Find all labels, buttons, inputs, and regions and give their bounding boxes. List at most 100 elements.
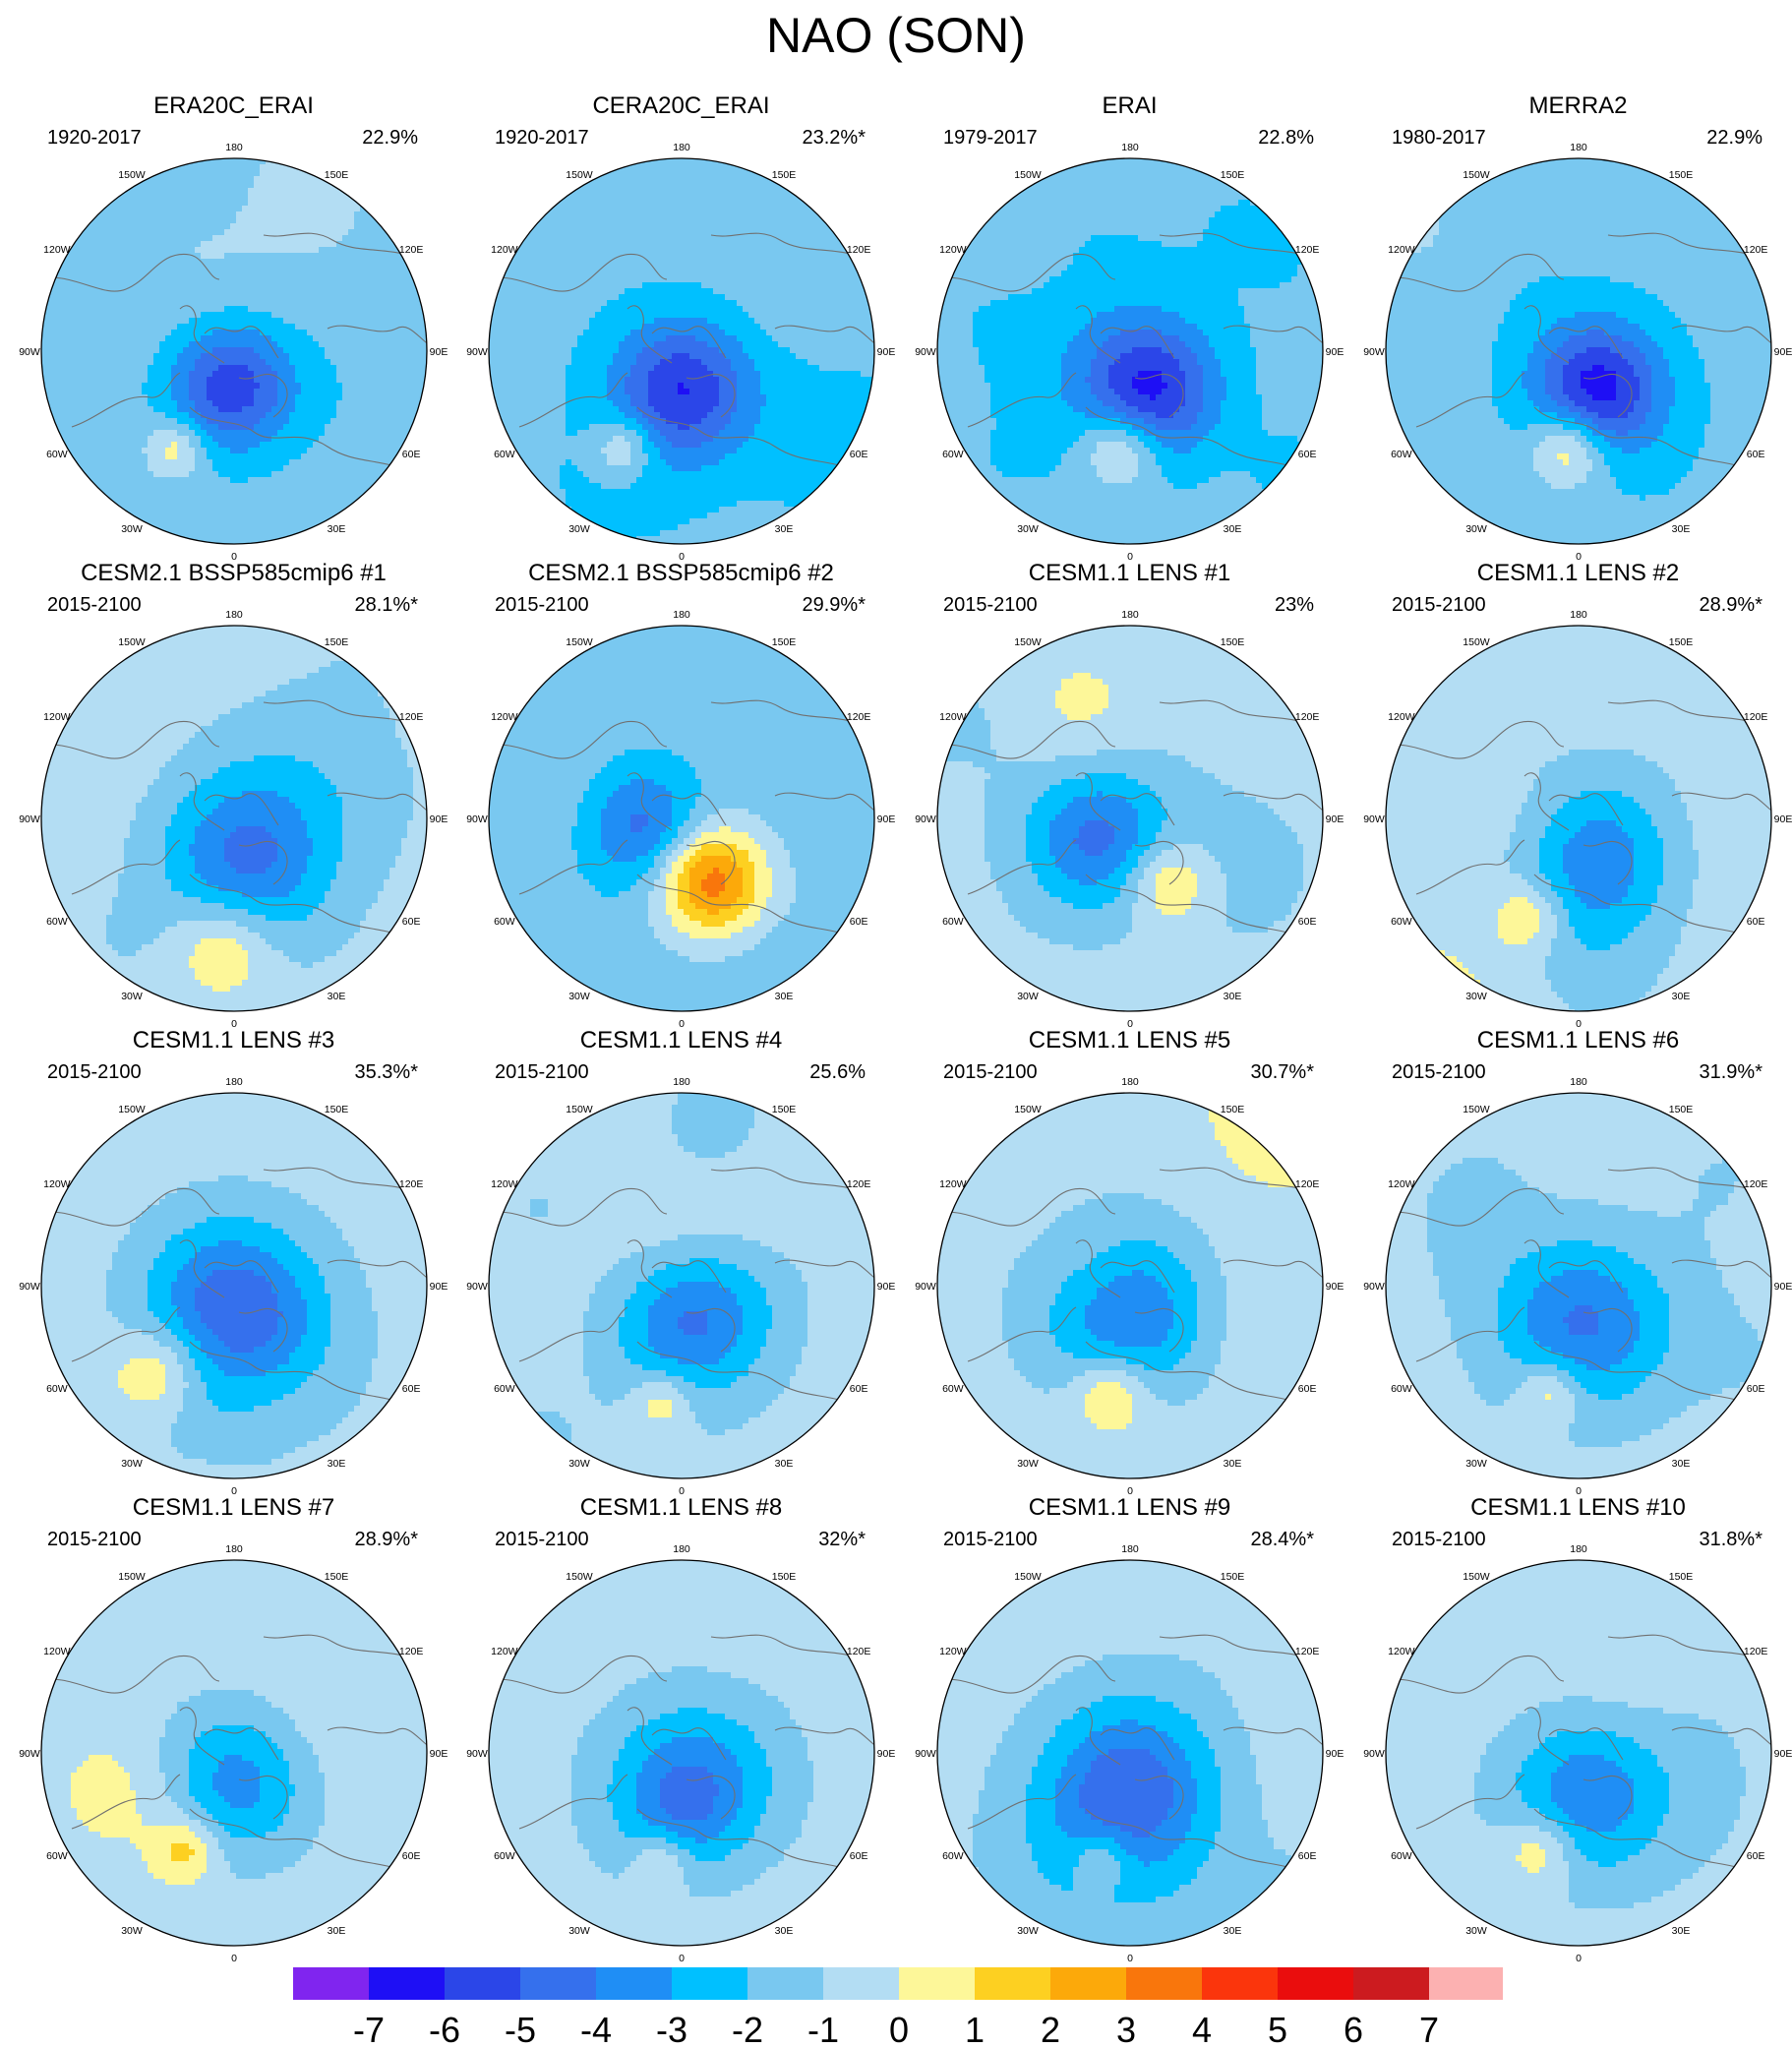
longitude-label: 60W <box>46 1850 68 1862</box>
polar-map: 180 150E 120E 90E 60E 30E 0 30W 60W 90W 120W 150W <box>19 609 448 1030</box>
longitude-label: 0 <box>1127 551 1133 563</box>
map-panel: CESM1.1 LENS #3 2015-2100 35.3%* 180 150E 120… <box>10 1027 457 1497</box>
colorbar-tick-label: -2 <box>732 2010 763 2048</box>
longitude-label: 30E <box>1224 1925 1242 1937</box>
longitude-label: 0 <box>231 551 237 563</box>
colorbar-bin <box>445 1967 520 2000</box>
longitude-label: 60E <box>1298 449 1317 460</box>
longitude-label: 0 <box>231 1953 237 1964</box>
longitude-label: 180 <box>1570 1076 1587 1088</box>
longitude-label: 90W <box>915 813 936 825</box>
map-boundary <box>40 1092 428 1479</box>
longitude-label: 0 <box>679 551 685 563</box>
longitude-label: 90W <box>1363 346 1385 358</box>
colorbar-bin <box>369 1967 445 2000</box>
polar-map: 180 150E 120E 90E 60E 30E 0 30W 60W 90W 120W 150W <box>915 609 1344 1030</box>
polar-map: 180 150E 120E 90E 60E 30E 0 30W 60W 90W 120W 150W <box>1363 142 1792 563</box>
longitude-label: 60E <box>850 449 868 460</box>
longitude-label: 30E <box>775 991 794 1002</box>
panel-title: CESM1.1 LENS #4 <box>457 1027 905 1054</box>
eof-field <box>41 1093 427 1478</box>
map-panel: CESM1.1 LENS #10 2015-2100 31.8%* 180 150E 12… <box>1354 1494 1792 1964</box>
eof-field <box>489 1093 874 1478</box>
longitude-label: 30W <box>121 523 143 535</box>
longitude-label: 30W <box>568 523 590 535</box>
longitude-label: 120W <box>939 1178 967 1190</box>
longitude-label: 90W <box>1363 1748 1385 1760</box>
longitude-label: 150W <box>1014 169 1042 181</box>
longitude-label: 90W <box>915 1281 936 1293</box>
longitude-label: 30W <box>1017 523 1039 535</box>
longitude-label: 150W <box>118 1571 146 1583</box>
longitude-label: 0 <box>1127 1018 1133 1030</box>
polar-map: 180 150E 120E 90E 60E 30E 0 30W 60W 90W 120W 150W <box>466 609 895 1030</box>
colorbar-tick-label: 7 <box>1419 2010 1439 2048</box>
colorbar-bin <box>1050 1967 1126 2000</box>
longitude-label: 30E <box>328 523 346 535</box>
longitude-label: 150W <box>566 169 593 181</box>
longitude-label: 150W <box>1463 1571 1490 1583</box>
coastlines <box>41 1634 427 1879</box>
panel-title: CESM1.1 LENS #7 <box>10 1494 457 1522</box>
panel-period: 2015-2100 <box>47 593 142 617</box>
longitude-label: 180 <box>225 1543 243 1555</box>
longitude-label: 60E <box>402 1850 421 1862</box>
longitude-label: 30E <box>328 1458 346 1470</box>
longitude-label: 150E <box>325 636 349 648</box>
panel-period: 1980-2017 <box>1392 126 1486 150</box>
longitude-label: 60E <box>1298 1383 1317 1395</box>
longitude-label: 0 <box>679 1485 685 1497</box>
panel-period: 2015-2100 <box>495 593 589 617</box>
longitude-label: 30W <box>1017 1458 1039 1470</box>
longitude-label: 180 <box>1570 609 1587 621</box>
longitude-label: 30W <box>1465 1925 1487 1937</box>
polar-map: 180 150E 120E 90E 60E 30E 0 30W 60W 90W 120W 150W <box>19 1543 448 1964</box>
colorbar-tick-label: 1 <box>965 2010 985 2048</box>
panel-explained-variance: 23.2%* <box>803 126 866 150</box>
longitude-label: 30E <box>1672 523 1691 535</box>
longitude-label: 0 <box>1127 1485 1133 1497</box>
longitude-label: 150W <box>1463 636 1490 648</box>
longitude-label: 180 <box>673 1076 690 1088</box>
polar-map: 180 150E 120E 90E 60E 30E 0 30W 60W 90W 120W 150W <box>1363 1543 1792 1964</box>
panel-period: 2015-2100 <box>943 593 1038 617</box>
panel-title: ERAI <box>906 92 1353 120</box>
panel-explained-variance: 28.4%* <box>1251 1528 1315 1551</box>
colorbar-tick-label: 3 <box>1116 2010 1136 2048</box>
longitude-label: 150W <box>566 1104 593 1115</box>
eof-field <box>1386 1093 1771 1478</box>
colorbar-bin <box>596 1967 672 2000</box>
map-panel: CESM1.1 LENS #7 2015-2100 28.9%* 180 150E 120… <box>10 1494 457 1964</box>
longitude-label: 30W <box>568 1925 590 1937</box>
longitude-label: 150E <box>772 636 797 648</box>
longitude-label: 150E <box>1221 1571 1245 1583</box>
colorbar-bin <box>1353 1967 1429 2000</box>
map-boundary <box>40 625 428 1012</box>
longitude-label: 150W <box>118 169 146 181</box>
map-boundary <box>1385 157 1772 545</box>
map-panel: CESM2.1 BSSP585cmip6 #2 2015-2100 29.9%* 18… <box>457 560 905 1030</box>
longitude-label: 90W <box>19 813 40 825</box>
longitude-label: 180 <box>673 609 690 621</box>
longitude-label: 30E <box>1672 1458 1691 1470</box>
longitude-label: 60E <box>1747 1850 1765 1862</box>
longitude-label: 150W <box>1463 169 1490 181</box>
longitude-label: 120W <box>43 244 71 256</box>
longitude-label: 0 <box>1576 551 1582 563</box>
panel-title: CESM1.1 LENS #10 <box>1354 1494 1792 1522</box>
longitude-label: 150E <box>1669 636 1694 648</box>
map-panel: MERRA2 1980-2017 22.9% 180 150E 120E 90E 60E 30E… <box>1354 92 1792 563</box>
coastlines <box>489 232 874 477</box>
coastlines <box>489 1634 874 1879</box>
longitude-label: 180 <box>1121 142 1139 153</box>
colorbar-bin <box>823 1967 899 2000</box>
longitude-label: 30W <box>1465 1458 1487 1470</box>
panel-explained-variance: 23% <box>1275 593 1314 617</box>
longitude-label: 120W <box>1388 1646 1415 1657</box>
longitude-label: 60E <box>402 449 421 460</box>
panel-title: CESM2.1 BSSP585cmip6 #1 <box>10 560 457 587</box>
longitude-label: 60W <box>1391 916 1412 928</box>
longitude-label: 90E <box>1774 1748 1792 1760</box>
colorbar-tick-label: 2 <box>1041 2010 1060 2048</box>
longitude-label: 90W <box>466 346 488 358</box>
